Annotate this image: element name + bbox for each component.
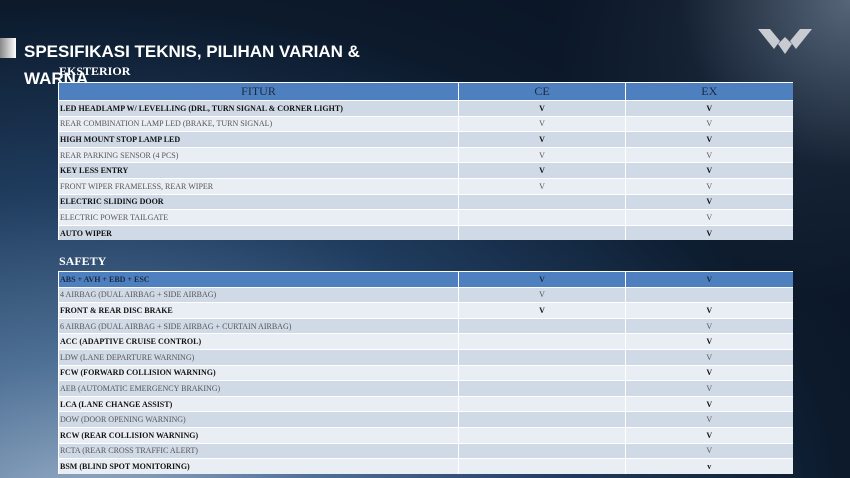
ex-cell: V: [625, 115, 793, 132]
ex-cell: V: [625, 348, 793, 366]
table-row: FRONT WIPER FRAMELESS, REAR WIPER V V: [58, 177, 793, 195]
table-row: BSM (BLIND SPOT MONITORING) v: [58, 458, 793, 474]
ce-cell: V: [458, 146, 626, 163]
table-row: KEY LESS ENTRY V V: [58, 162, 793, 179]
table-row: HIGH MOUNT STOP LAMP LED V V: [58, 131, 793, 148]
header-fitur: FITUR: [58, 82, 459, 101]
table-row: ELECTRIC POWER TAILGATE V: [58, 209, 793, 226]
feature-cell: AEB (AUTOMATIC EMERGENCY BRAKING): [58, 380, 459, 397]
table-row: AUTO WIPER V: [58, 224, 793, 241]
feature-cell: BSM (BLIND SPOT MONITORING): [58, 458, 459, 474]
table-row: AEB (AUTOMATIC EMERGENCY BRAKING) V: [58, 380, 793, 397]
ce-cell: [458, 442, 626, 459]
feature-cell: HIGH MOUNT STOP LAMP LED: [58, 131, 459, 148]
feature-cell: FRONT & REAR DISC BRAKE: [58, 302, 459, 319]
ce-cell: [458, 348, 626, 366]
table-row: 4 AIRBAG (DUAL AIRBAG + SIDE AIRBAG) V: [58, 286, 793, 303]
feature-cell: LED HEADLAMP W/ LEVELLING (DRL, TURN SIG…: [58, 100, 459, 117]
ex-cell: V: [625, 380, 793, 397]
ex-cell: V: [625, 271, 793, 288]
feature-cell: 4 AIRBAG (DUAL AIRBAG + SIDE AIRBAG): [58, 286, 459, 303]
feature-cell: ABS + AVH + EBD + ESC: [58, 271, 459, 288]
wuling-logo: [758, 29, 812, 54]
feature-cell: REAR PARKING SENSOR (4 PCS): [58, 146, 459, 163]
ex-cell: V: [625, 442, 793, 459]
table-row: 6 AIRBAG (DUAL AIRBAG + SIDE AIRBAG + CU…: [58, 317, 793, 334]
feature-cell: DOW (DOOR OPENING WARNING): [58, 411, 459, 428]
feature-cell: ELECTRIC POWER TAILGATE: [58, 209, 459, 226]
ex-cell: v: [625, 458, 793, 474]
table-row: ABS + AVH + EBD + ESC V V: [58, 271, 793, 288]
ce-cell: V: [458, 302, 626, 319]
feature-cell: RCTA (REAR CROSS TRAFFIC ALERT): [58, 442, 459, 459]
ce-cell: [458, 224, 626, 241]
header-ce: CE: [458, 82, 626, 101]
feature-cell: RCW (REAR COLLISION WARNING): [58, 426, 459, 444]
ex-cell: V: [625, 162, 793, 179]
feature-cell: ELECTRIC SLIDING DOOR: [58, 193, 459, 210]
feature-cell: FCW (FORWARD COLLISION WARNING): [58, 364, 459, 381]
ex-cell: V: [625, 333, 793, 350]
section-safety-label: SAFETY: [59, 254, 107, 268]
ex-cell: V: [625, 177, 793, 195]
table-row: LED HEADLAMP W/ LEVELLING (DRL, TURN SIG…: [58, 100, 793, 117]
ex-cell: V: [625, 209, 793, 226]
ex-cell: V: [625, 100, 793, 117]
ce-cell: [458, 380, 626, 397]
table-row: FCW (FORWARD COLLISION WARNING) V: [58, 364, 793, 381]
table-row: FRONT & REAR DISC BRAKE V V: [58, 302, 793, 319]
ex-cell: V: [625, 146, 793, 163]
ex-cell: V: [625, 395, 793, 412]
table-row: ACC (ADAPTIVE CRUISE CONTROL) V: [58, 333, 793, 350]
ex-cell: V: [625, 224, 793, 241]
section-eksterior-label: EKSTERIOR: [59, 64, 131, 78]
ex-cell: V: [625, 302, 793, 319]
feature-cell: LDW (LANE DEPARTURE WARNING): [58, 348, 459, 366]
ex-cell: [625, 286, 793, 303]
feature-cell: AUTO WIPER: [58, 224, 459, 241]
ce-cell: [458, 458, 626, 474]
table-row: DOW (DOOR OPENING WARNING) V: [58, 411, 793, 428]
table-row: ELECTRIC SLIDING DOOR V: [58, 193, 793, 210]
ce-cell: [458, 411, 626, 428]
table-row: REAR COMBINATION LAMP LED (BRAKE, TURN S…: [58, 115, 793, 132]
table-row: LCA (LANE CHANGE ASSIST) V: [58, 395, 793, 412]
table-row: REAR PARKING SENSOR (4 PCS) V V: [58, 146, 793, 163]
feature-cell: FRONT WIPER FRAMELESS, REAR WIPER: [58, 177, 459, 195]
feature-cell: ACC (ADAPTIVE CRUISE CONTROL): [58, 333, 459, 350]
ex-cell: V: [625, 317, 793, 334]
ex-cell: V: [625, 411, 793, 428]
ce-cell: V: [458, 177, 626, 195]
ce-cell: V: [458, 131, 626, 148]
table-row: LDW (LANE DEPARTURE WARNING) V: [58, 348, 793, 366]
ce-cell: V: [458, 271, 626, 288]
feature-cell: LCA (LANE CHANGE ASSIST): [58, 395, 459, 412]
table-row: RCTA (REAR CROSS TRAFFIC ALERT) V: [58, 442, 793, 459]
ce-cell: [458, 317, 626, 334]
ce-cell: V: [458, 286, 626, 303]
ce-cell: [458, 364, 626, 381]
ce-cell: [458, 395, 626, 412]
feature-cell: 6 AIRBAG (DUAL AIRBAG + SIDE AIRBAG + CU…: [58, 317, 459, 334]
feature-cell: KEY LESS ENTRY: [58, 162, 459, 179]
ex-cell: V: [625, 364, 793, 381]
ce-cell: [458, 333, 626, 350]
table-row: RCW (REAR COLLISION WARNING) V: [58, 426, 793, 444]
feature-cell: REAR COMBINATION LAMP LED (BRAKE, TURN S…: [58, 115, 459, 132]
ce-cell: V: [458, 115, 626, 132]
eksterior-table: FITUR CE EX LED HEADLAMP W/ LEVELLING (D…: [58, 82, 793, 241]
ex-cell: V: [625, 131, 793, 148]
ex-cell: V: [625, 193, 793, 210]
ce-cell: V: [458, 162, 626, 179]
ce-cell: [458, 209, 626, 226]
header-ex: EX: [625, 82, 793, 101]
title-accent-bar: [0, 38, 16, 58]
ex-cell: V: [625, 426, 793, 444]
ce-cell: [458, 193, 626, 210]
safety-table: ABS + AVH + EBD + ESC V V 4 AIRBAG (DUAL AI…: [58, 271, 793, 474]
ce-cell: [458, 426, 626, 444]
ce-cell: V: [458, 100, 626, 117]
